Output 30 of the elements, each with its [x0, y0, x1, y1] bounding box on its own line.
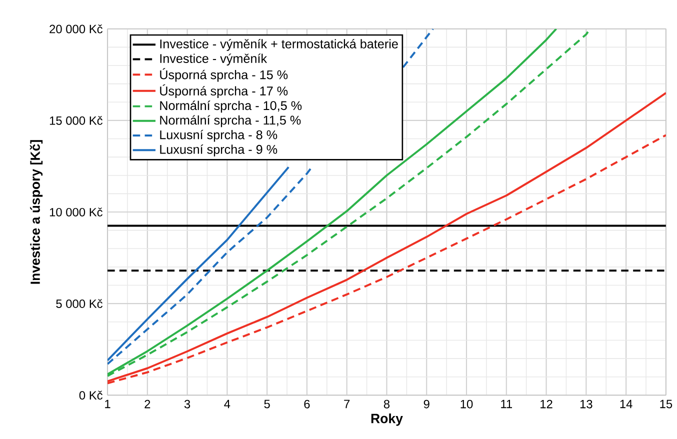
x-tick-label: 3 [184, 400, 190, 408]
legend-label: Luxusní sprcha - 9 % [160, 144, 278, 156]
x-tick-label: 15 [660, 400, 672, 408]
x-axis-title: Roky [371, 413, 403, 426]
x-tick-label: 12 [540, 400, 552, 408]
x-tick-label: 13 [580, 400, 592, 408]
legend-label: Investice - výměník + termostatická baterie [160, 39, 398, 51]
x-tick-label: 8 [384, 400, 390, 408]
x-tick-label: 10 [460, 400, 473, 408]
y-tick-label: 10 000 Kč [50, 208, 102, 216]
x-tick-label: 2 [144, 400, 150, 408]
x-tick-label: 14 [620, 400, 632, 408]
y-tick-label: 5 000 Kč [56, 299, 102, 308]
y-tick-label: 15 000 Kč [50, 116, 102, 125]
x-tick-label: 11 [501, 400, 512, 408]
y-tick-label: 20 000 Kč [50, 24, 102, 34]
legend-label: Normální sprcha - 10,5 % [160, 100, 302, 113]
y-axis-title: Investice a úspory [Kč] [30, 140, 43, 284]
x-tick-label: 6 [304, 400, 310, 408]
legend-label: Úsporná sprcha - 15 % [160, 68, 288, 82]
x-tick-label: 9 [424, 400, 430, 408]
x-tick-label: 7 [344, 400, 350, 408]
x-tick-label: 4 [224, 400, 230, 408]
y-tick-label: 0 Kč [79, 390, 102, 400]
x-tick-label: 1 [105, 400, 110, 408]
legend-label: Luxusní sprcha - 8 % [160, 130, 278, 142]
legend-label: Investice - výměník [160, 54, 268, 66]
legend-label: Úsporná sprcha - 17 % [160, 84, 288, 98]
x-tick-label: 5 [264, 400, 270, 408]
legend-label: Normální sprcha - 11,5 % [160, 115, 301, 128]
